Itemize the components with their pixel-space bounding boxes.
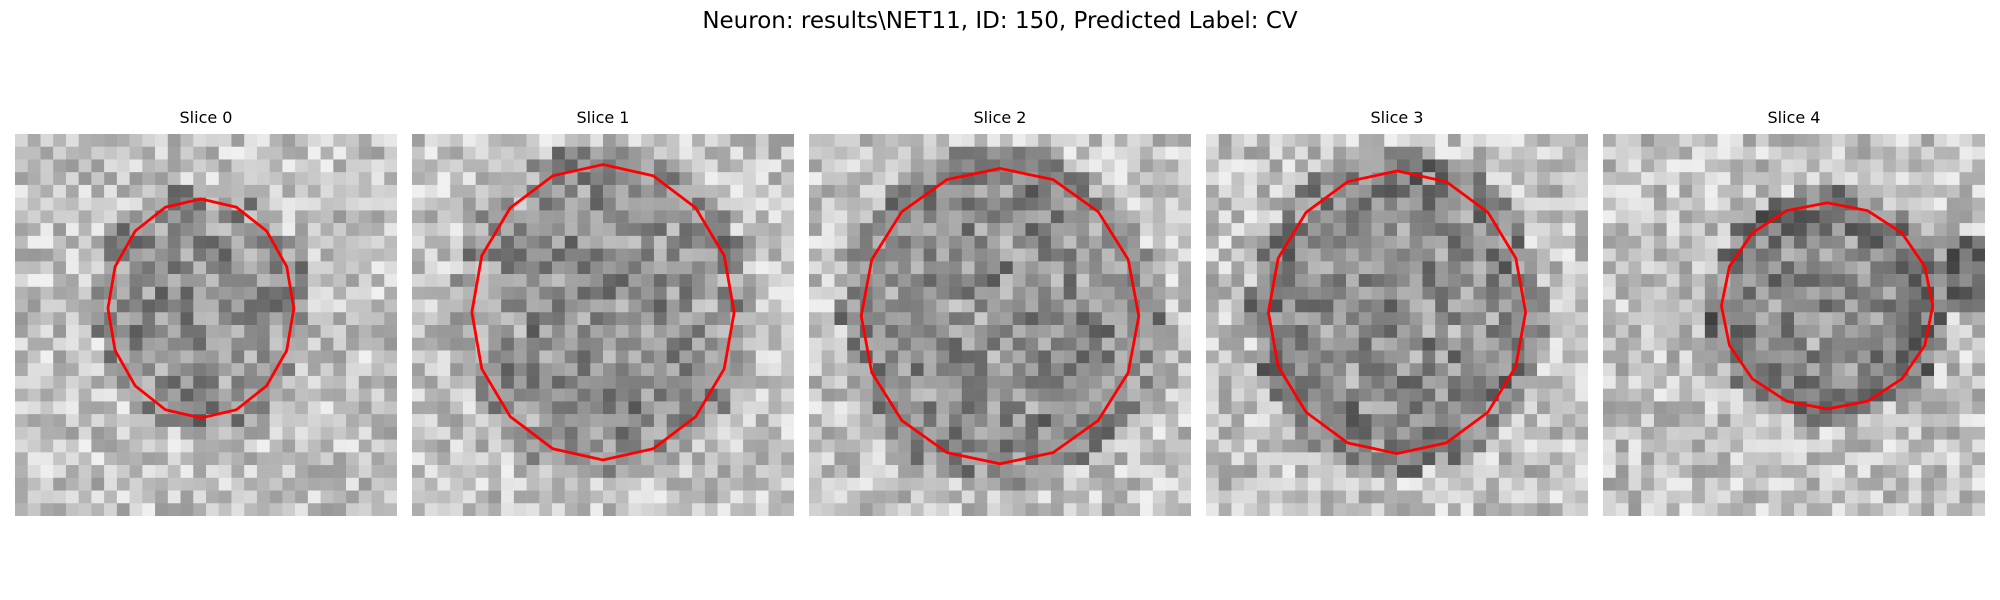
slice-image-2: [809, 134, 1191, 516]
slice-panel-4: Slice 4: [1603, 104, 1985, 524]
slice-image-4: [1603, 134, 1985, 516]
pixel-grid: [809, 134, 1191, 516]
slice-title: Slice 2: [973, 108, 1027, 127]
pixel-grid: [412, 134, 794, 516]
slice-image-0: [15, 134, 397, 516]
pixel-grid: [1603, 134, 1985, 516]
pixel-grid: [15, 134, 397, 516]
slice-title: Slice 1: [576, 108, 630, 127]
contour-outline: [859, 166, 1141, 466]
slice-panel-2: Slice 2: [809, 104, 1191, 524]
slice-panels: Slice 0 Slice 1 Slice 2 Slice 3 Slice 4: [15, 104, 1987, 524]
slice-panel-1: Slice 1: [412, 104, 794, 524]
slice-title: Slice 3: [1370, 108, 1424, 127]
slice-title: Slice 0: [179, 108, 233, 127]
figure-title: Neuron: results\NET11, ID: 150, Predicte…: [702, 8, 1298, 34]
contour-outline: [106, 197, 296, 420]
contour-outline: [1719, 201, 1935, 411]
slice-panel-0: Slice 0: [15, 104, 397, 524]
slice-image-3: [1206, 134, 1588, 516]
slice-image-1: [412, 134, 794, 516]
contour-outline: [470, 163, 736, 462]
contour-outline: [1266, 169, 1528, 456]
pixel-grid: [1206, 134, 1588, 516]
slice-panel-3: Slice 3: [1206, 104, 1588, 524]
slice-title: Slice 4: [1767, 108, 1821, 127]
